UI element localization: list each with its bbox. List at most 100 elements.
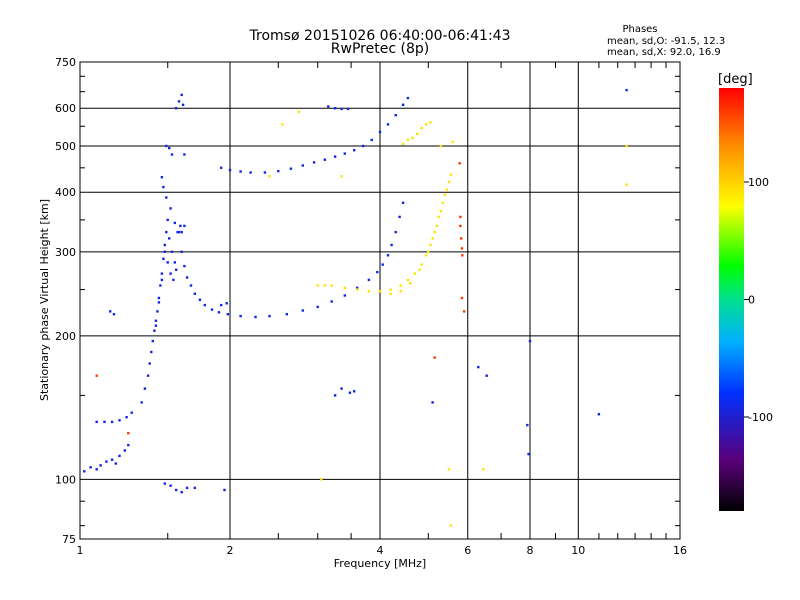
data-point — [189, 284, 193, 287]
data-point — [460, 296, 464, 300]
data-point — [99, 464, 102, 467]
data-point — [316, 284, 319, 287]
y-tick-label: 500 — [55, 140, 76, 153]
data-point — [370, 138, 373, 142]
data-point — [327, 105, 330, 108]
data-point — [281, 123, 284, 126]
data-point — [526, 423, 529, 427]
data-point — [460, 247, 464, 250]
data-point — [223, 488, 226, 492]
y-tick-label: 750 — [55, 56, 76, 69]
data-point — [378, 130, 382, 134]
data-point — [118, 454, 121, 458]
colorbar-tick-label: 0 — [748, 294, 755, 307]
x-tick-label: 16 — [673, 544, 687, 557]
data-point — [125, 416, 128, 419]
x-tick-label: 6 — [464, 544, 471, 557]
data-point — [173, 221, 176, 225]
data-point — [198, 298, 202, 301]
data-point — [394, 230, 397, 234]
data-point — [401, 142, 405, 146]
data-point — [340, 107, 343, 111]
data-point — [162, 257, 165, 260]
data-point — [420, 126, 423, 130]
data-point — [185, 276, 189, 279]
data-point — [175, 488, 178, 492]
data-point — [285, 313, 288, 316]
data-point — [316, 305, 319, 309]
data-point — [348, 391, 352, 394]
data-point — [169, 484, 172, 487]
data-point — [153, 329, 156, 332]
data-point — [435, 224, 438, 228]
data-point — [340, 175, 343, 178]
data-point — [343, 286, 346, 290]
data-point — [386, 254, 390, 257]
data-point — [367, 290, 371, 293]
data-point — [443, 193, 447, 196]
data-point — [180, 491, 183, 494]
data-point — [103, 420, 106, 424]
data-point — [451, 140, 454, 144]
data-point — [449, 524, 453, 527]
data-point — [173, 261, 176, 264]
data-point — [154, 324, 158, 327]
data-point — [320, 478, 323, 481]
data-point — [413, 272, 417, 275]
data-point — [277, 169, 280, 173]
data-point — [441, 201, 445, 204]
x-tick-label: 2 — [227, 544, 234, 557]
colorbar — [719, 88, 744, 511]
data-point — [424, 254, 428, 257]
data-point — [148, 362, 151, 365]
x-tick-label: 8 — [527, 544, 534, 557]
data-point — [459, 224, 462, 228]
data-point — [193, 486, 196, 490]
data-point — [114, 462, 117, 465]
data-point — [401, 103, 405, 106]
data-point — [165, 144, 168, 148]
data-point — [333, 155, 337, 158]
data-point — [193, 292, 196, 295]
data-point — [406, 278, 410, 282]
data-point — [175, 268, 178, 271]
data-point — [185, 486, 189, 490]
data-point — [353, 390, 356, 393]
data-point — [462, 310, 466, 313]
data-point — [330, 284, 333, 287]
data-point — [165, 230, 168, 234]
data-point — [83, 470, 86, 473]
data-point — [361, 144, 365, 148]
data-point — [168, 237, 171, 240]
colorbar-ticks: -100 0 100 — [744, 176, 773, 424]
data-point — [163, 250, 166, 253]
chart-title: Tromsø 20151026 06:40:00-06:41:43 — [249, 28, 511, 44]
data-point — [431, 237, 434, 240]
data-point — [166, 218, 169, 222]
data-point — [333, 107, 337, 110]
data-point — [301, 309, 304, 312]
data-point — [95, 468, 98, 471]
phase-stats-title: Phases — [622, 24, 657, 35]
data-point — [239, 314, 242, 318]
data-point — [625, 183, 628, 186]
data-point — [356, 286, 359, 290]
data-point — [165, 196, 168, 199]
data-point — [143, 387, 147, 390]
data-point — [180, 93, 183, 97]
data-point — [437, 215, 440, 219]
data-point — [110, 458, 114, 461]
data-point — [424, 123, 428, 126]
data-point — [485, 374, 488, 377]
data-point — [157, 296, 161, 300]
data-point — [458, 162, 461, 165]
data-point — [110, 420, 114, 424]
data-point — [416, 132, 419, 136]
data-point — [127, 443, 130, 447]
data-point — [123, 449, 126, 452]
data-point — [254, 315, 257, 319]
data-point — [330, 300, 333, 303]
data-point — [176, 230, 179, 234]
data-point — [399, 284, 402, 287]
